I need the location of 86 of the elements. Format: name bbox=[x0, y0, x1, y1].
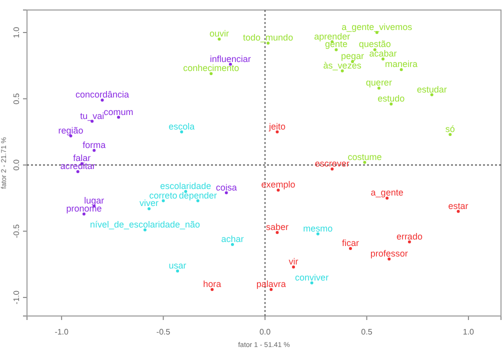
data-label: todo_mundo bbox=[243, 32, 294, 43]
data-label: querer bbox=[366, 78, 392, 88]
data-label: jeito bbox=[268, 121, 286, 132]
point bbox=[316, 232, 320, 236]
data-label: vir bbox=[288, 256, 298, 266]
data-label: pronome bbox=[66, 204, 102, 214]
data-label: influenciar bbox=[210, 54, 251, 64]
data-label: nível_de_escolaridade_não bbox=[90, 219, 200, 230]
data-label: estudo bbox=[378, 94, 405, 104]
y-tick-label: -0.5 bbox=[12, 224, 21, 238]
data-label: falar bbox=[73, 153, 91, 164]
point bbox=[430, 93, 434, 96]
point bbox=[330, 167, 334, 170]
point bbox=[408, 240, 411, 244]
data-label: a_gente_vivemos bbox=[342, 22, 413, 32]
data-label: ficar bbox=[342, 238, 359, 248]
point bbox=[390, 102, 393, 106]
point bbox=[92, 148, 96, 152]
point bbox=[100, 98, 104, 102]
data-label: hora bbox=[203, 279, 222, 290]
point bbox=[400, 68, 403, 72]
data-label: pegar bbox=[340, 51, 364, 62]
point bbox=[456, 210, 460, 213]
point bbox=[218, 38, 221, 41]
data-label: viver bbox=[140, 198, 159, 208]
data-label: coisa bbox=[216, 182, 237, 192]
y-tick-label: 1.0 bbox=[12, 26, 21, 38]
data-label: costume bbox=[348, 152, 382, 162]
point bbox=[310, 281, 314, 284]
data-label: às_vezes bbox=[323, 60, 362, 70]
data-label: usar bbox=[168, 260, 186, 270]
data-label: professor bbox=[370, 248, 408, 259]
point bbox=[180, 130, 184, 134]
data-label: depender bbox=[178, 190, 217, 200]
y-tick-label: 0.5 bbox=[12, 92, 21, 104]
data-label: exemplo bbox=[261, 180, 296, 190]
data-label: conhecimento bbox=[183, 63, 240, 74]
data-label: só bbox=[445, 124, 455, 134]
point bbox=[210, 288, 214, 292]
data-label: escrever bbox=[314, 158, 350, 168]
point bbox=[176, 269, 180, 272]
data-label: mesmo bbox=[303, 223, 333, 234]
data-label: questão bbox=[358, 39, 391, 50]
data-label: errado bbox=[396, 231, 422, 242]
data-label: estar bbox=[448, 200, 468, 211]
y-tick-label: -1.0 bbox=[12, 290, 21, 304]
point bbox=[348, 246, 352, 250]
point bbox=[148, 207, 151, 210]
x-tick-label: 1.0 bbox=[462, 328, 475, 337]
data-label: gente bbox=[324, 39, 348, 50]
data-label: ouvir bbox=[209, 28, 229, 39]
point bbox=[382, 58, 385, 61]
data-label: comum bbox=[104, 106, 134, 117]
point bbox=[292, 265, 295, 268]
data-label: conviver bbox=[295, 272, 329, 282]
data-label: correto bbox=[149, 190, 178, 200]
y-tick-label: 0.0 bbox=[12, 158, 21, 171]
point bbox=[117, 116, 120, 119]
data-label: escolaridade bbox=[160, 180, 212, 191]
point bbox=[224, 191, 228, 194]
x-tick-label: 0.0 bbox=[259, 328, 272, 337]
data-label: escola bbox=[168, 121, 195, 132]
data-label: lugar bbox=[84, 196, 104, 206]
point bbox=[363, 160, 366, 164]
point bbox=[230, 242, 234, 246]
point bbox=[276, 231, 279, 234]
data-label: achar bbox=[221, 234, 244, 244]
data-label: região bbox=[58, 125, 84, 136]
data-label: estudar bbox=[416, 84, 447, 94]
data-label: forma bbox=[82, 140, 106, 150]
data-label: maneira bbox=[385, 59, 418, 70]
data-label: tu_vai bbox=[80, 110, 104, 121]
data-label: a_gente bbox=[370, 188, 404, 198]
x-tick-label: -1.0 bbox=[54, 328, 70, 337]
data-label: aprender bbox=[314, 31, 350, 42]
point bbox=[210, 72, 213, 76]
data-label: concordância bbox=[75, 90, 130, 100]
data-label: acreditar bbox=[60, 161, 96, 172]
data-label: acabar bbox=[369, 48, 397, 59]
point bbox=[448, 133, 452, 136]
x-tick-label: 0.5 bbox=[361, 328, 373, 337]
x-tick-label: -0.5 bbox=[156, 328, 171, 337]
point bbox=[162, 199, 165, 202]
data-label: palavra bbox=[256, 279, 286, 290]
point bbox=[76, 170, 80, 174]
data-label: saber bbox=[266, 222, 288, 232]
